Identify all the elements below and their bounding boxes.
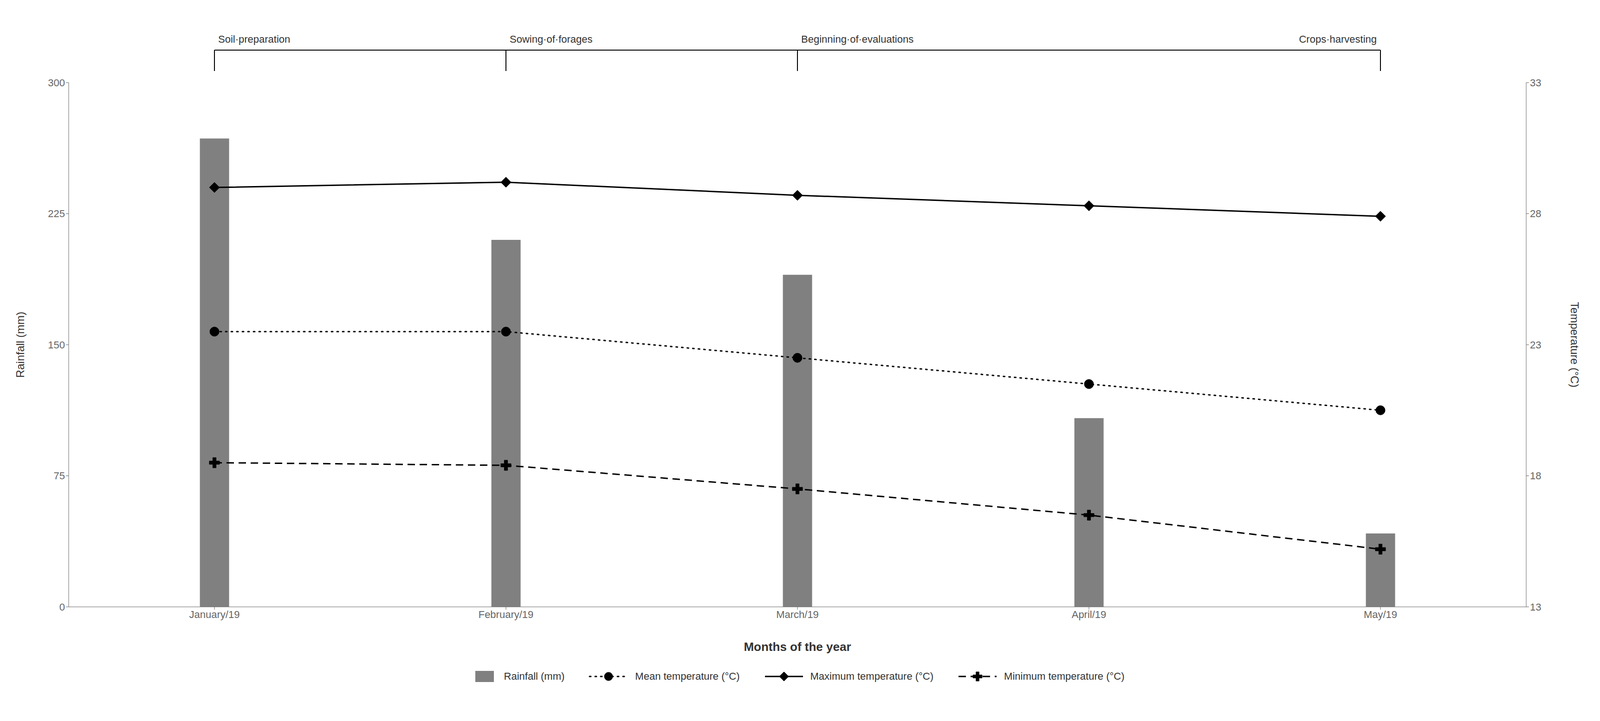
svg-text:0: 0 <box>59 601 65 614</box>
svg-text:January/19: January/19 <box>189 608 240 621</box>
svg-text:April/19: April/19 <box>1071 608 1107 621</box>
svg-text:Crops·harvesting: Crops·harvesting <box>1298 33 1377 46</box>
svg-text:33: 33 <box>1529 77 1542 89</box>
svg-text:Beginning·of·evaluations: Beginning·of·evaluations <box>801 33 914 46</box>
html-text:Mean temperature (°C): Mean temperature (°C) <box>635 670 740 683</box>
svg-text:75: 75 <box>53 470 65 482</box>
svg-text:Soil·preparation: Soil·preparation <box>218 33 291 46</box>
svg-text:Rainfall (mm): Rainfall (mm) <box>13 311 27 379</box>
html-text:Rainfall (mm): Rainfall (mm) <box>503 670 565 683</box>
html-text:Maximum temperature (°C): Maximum temperature (°C) <box>810 670 934 683</box>
svg-text:March/19: March/19 <box>776 608 819 621</box>
svg-text:13: 13 <box>1529 601 1542 614</box>
svg-text:150: 150 <box>47 339 65 351</box>
svg-text:225: 225 <box>47 207 65 220</box>
svg-text:Months of the year: Months of the year <box>743 640 851 655</box>
svg-text:February/19: February/19 <box>478 608 534 621</box>
svg-text:Sowing·of·forages: Sowing·of·forages <box>509 33 593 46</box>
svg-text:23: 23 <box>1529 339 1542 351</box>
html-text:Minimum temperature (°C): Minimum temperature (°C) <box>1004 670 1125 683</box>
svg-text:18: 18 <box>1529 470 1542 482</box>
svg-text:May/19: May/19 <box>1363 608 1398 621</box>
svg-text:Temperature (°C): Temperature (°C) <box>1568 302 1581 388</box>
svg-text:28: 28 <box>1529 207 1542 220</box>
svg-text:300: 300 <box>47 77 65 89</box>
